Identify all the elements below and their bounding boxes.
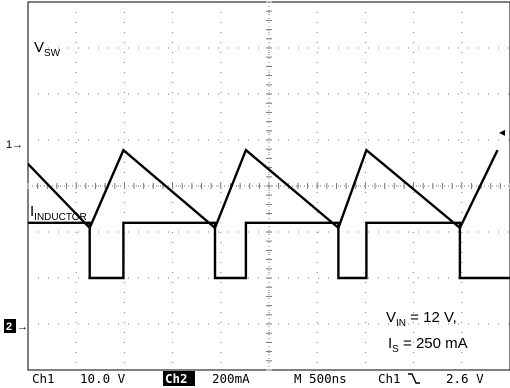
status-ch2: Ch2 (165, 371, 188, 386)
status-trigger-level: 2.6 V (446, 371, 484, 386)
ch2-ground-marker: 2 → (4, 319, 28, 333)
status-timebase: M 500ns (294, 371, 347, 386)
annotation-is: IS = 250 mA (388, 335, 468, 355)
trace-vsw (28, 221, 510, 280)
svg-text:2: 2 (6, 321, 12, 333)
svg-text:→: → (17, 321, 28, 333)
inductor-label: IINDUCTOR (30, 203, 87, 223)
trace-iinductor (27, 148, 499, 231)
traces (27, 148, 510, 280)
vsw-label: VSW (34, 39, 61, 59)
ch1-ground-marker: 1→ (6, 139, 23, 151)
status-trigger-source: Ch1 (378, 371, 401, 386)
status-bar: Ch1 10.0 V Ch2 200mA M 500ns Ch1 2.6 V (32, 371, 484, 386)
status-ch2-scale: 200mA (212, 371, 250, 386)
falling-edge-icon (408, 373, 420, 384)
annotation-vin: VIN = 12 V, (386, 309, 457, 329)
trigger-level-marker: ◂ (499, 125, 505, 139)
status-ch1: Ch1 (32, 371, 55, 386)
status-ch1-scale: 10.0 V (80, 371, 126, 386)
